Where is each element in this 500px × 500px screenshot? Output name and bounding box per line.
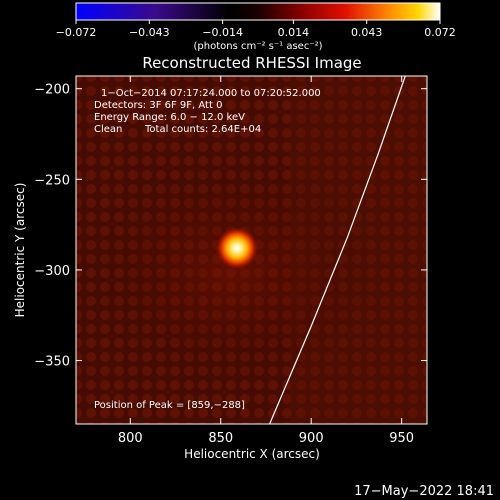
y-tick-label: −300 [34, 264, 70, 279]
colorbar-tick-label: 0.014 [278, 26, 310, 39]
colorbar-tick-label: −0.014 [202, 26, 243, 39]
annotation-block: 1−Oct−2014 07:17:24.000 to 07:20:52.000 … [94, 88, 321, 411]
x-tick-label: 800 [118, 431, 143, 446]
footer-timestamp: 17−May−2022 18:41 [354, 484, 494, 499]
x-tick-label: 900 [299, 431, 324, 446]
colorbar-tick-label: 0.043 [351, 26, 383, 39]
annotation-total-counts: Total counts: 2.64E+04 [144, 124, 261, 135]
y-tick-label: −200 [34, 83, 70, 98]
x-tick-label: 850 [208, 431, 233, 446]
annotation-clean: Clean [94, 124, 122, 135]
annotation-peak-position: Position of Peak = [859,−288] [94, 400, 245, 411]
colorbar: −0.072 −0.043 −0.014 0.014 0.043 0.072 (photo… [56, 2, 456, 52]
annotation-energy-range: Energy Range: 6.0 − 12.0 keV [94, 112, 245, 123]
colorbar-units-label: (photons cm⁻² s⁻¹ asec⁻²) [193, 41, 322, 52]
y-axis-label: Heliocentric Y (arcsec) [13, 183, 27, 318]
solar-limb-line [269, 76, 406, 424]
x-tick-label: 950 [389, 431, 414, 446]
colorbar-ticks: −0.072 −0.043 −0.014 0.014 0.043 0.072 [56, 20, 456, 39]
colorbar-tick-label: −0.043 [129, 26, 170, 39]
plot-frame [75, 75, 428, 425]
annotation-time-range: 1−Oct−2014 07:17:24.000 to 07:20:52.000 [101, 88, 321, 99]
chart-title: Reconstructed RHESSI Image [142, 54, 361, 72]
peak-source [215, 226, 260, 271]
y-tick-label: −350 [34, 355, 70, 370]
y-axis-ticks: −200 −250 −300 −350 [34, 83, 427, 370]
y-tick-label: −250 [34, 173, 70, 188]
colorbar-tick-label: −0.072 [56, 26, 97, 39]
x-axis-ticks: 800 850 900 950 [118, 76, 414, 446]
heatmap-image [76, 76, 427, 424]
x-axis-label: Heliocentric X (arcsec) [184, 447, 320, 461]
colorbar-tick-label: 0.072 [424, 26, 456, 39]
annotation-detectors: Detectors: 3F 6F 9F, Att 0 [94, 100, 222, 111]
colorbar-gradient [75, 2, 441, 21]
